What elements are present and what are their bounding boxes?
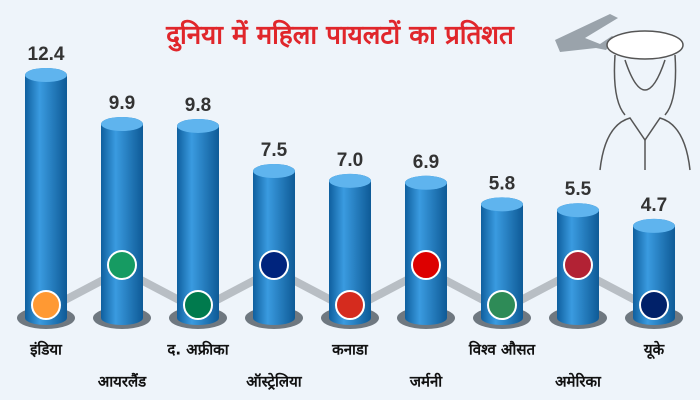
x-tick-label: विश्व औसत xyxy=(468,341,537,359)
flag xyxy=(563,250,593,280)
bar-cap xyxy=(101,116,143,131)
flag xyxy=(411,250,441,280)
value-label: 5.5 xyxy=(565,179,592,200)
bar-cap xyxy=(405,175,447,190)
bar xyxy=(101,116,143,325)
flag xyxy=(487,290,517,320)
bar-cap xyxy=(557,203,599,218)
flag xyxy=(183,290,213,320)
x-tick-label: अमेरिका xyxy=(555,373,602,391)
bar-cap xyxy=(177,118,219,133)
bar-cap xyxy=(25,68,67,82)
plane-icon xyxy=(555,14,618,52)
flag xyxy=(259,250,289,280)
flag xyxy=(107,250,137,280)
x-tick-label: द. अफ्रीका xyxy=(166,341,229,359)
value-label: 4.7 xyxy=(641,195,667,216)
pilot-illustration xyxy=(599,30,691,171)
bar xyxy=(253,164,295,325)
value-label: 5.8 xyxy=(489,173,515,194)
x-tick-label: कनाडा xyxy=(331,341,369,359)
bar-cap xyxy=(253,164,295,179)
value-label: 9.8 xyxy=(185,95,211,116)
bar-cap xyxy=(481,197,523,212)
value-label: 6.9 xyxy=(413,152,439,173)
bar xyxy=(177,118,219,325)
flag xyxy=(639,290,669,320)
value-label: 7.5 xyxy=(261,140,288,161)
flag xyxy=(31,290,61,320)
value-label: 9.9 xyxy=(109,93,135,114)
chart-title: दुनिया में महिला पायलटों का प्रतिशत xyxy=(165,20,515,52)
value-label: 12.4 xyxy=(28,44,65,65)
x-tick-label: जर्मनी xyxy=(409,373,443,391)
flag xyxy=(335,290,365,320)
x-tick-label: आयरलैंड xyxy=(98,373,147,391)
x-tick-label: इंडिया xyxy=(29,341,63,359)
bar-cap xyxy=(633,218,675,233)
value-label: 7.0 xyxy=(337,150,363,171)
bar xyxy=(329,173,371,325)
bar xyxy=(25,68,67,325)
x-tick-label: यूके xyxy=(643,341,666,360)
bar-cap xyxy=(329,173,371,188)
x-tick-label: ऑस्ट्रेलिया xyxy=(246,373,302,391)
bar xyxy=(481,197,523,325)
